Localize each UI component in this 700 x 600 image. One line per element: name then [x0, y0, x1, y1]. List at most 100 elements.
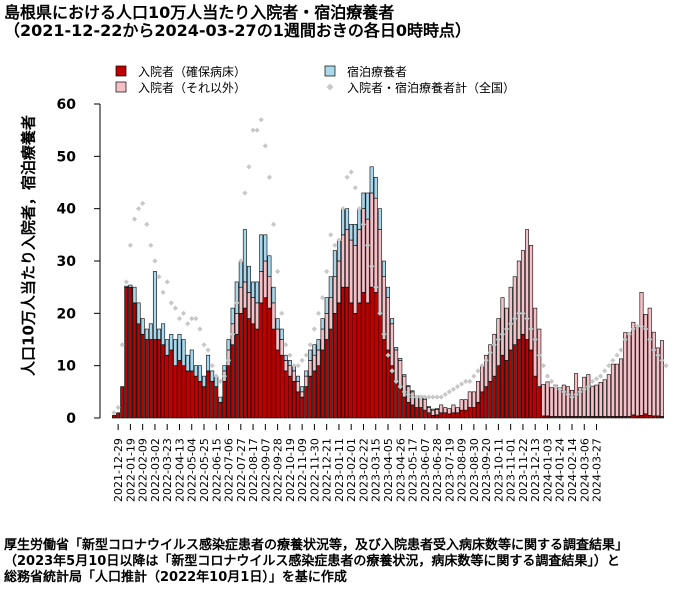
- national-point: [495, 336, 501, 343]
- bar-hosp-severe: [165, 354, 170, 419]
- bar-hosp-other: [242, 281, 247, 309]
- bar-hosp-severe: [226, 365, 231, 419]
- legend-swatch: [326, 83, 334, 91]
- national-point: [275, 268, 281, 275]
- legend-item: 入院者・宿泊療養者計（全国）: [326, 80, 515, 95]
- x-tick-label: 2022-04-13: [173, 438, 186, 502]
- bar-lodging: [230, 307, 235, 325]
- bar-hosp-severe: [189, 370, 194, 419]
- bar-lodging: [140, 318, 145, 335]
- national-point: [258, 117, 264, 123]
- bar-lodging: [381, 260, 386, 277]
- national-point: [201, 342, 207, 348]
- national-point: [438, 394, 444, 400]
- bar-lodging: [308, 349, 313, 361]
- y-axis: 0 10 20 30 40 50 60: [57, 97, 101, 427]
- bar-lodging: [181, 339, 186, 366]
- bar-hosp-severe: [455, 412, 460, 419]
- bar-hosp-severe: [529, 349, 534, 419]
- bar-hosp-severe: [336, 302, 341, 419]
- bar-hosp-other: [525, 229, 529, 340]
- bar-hosp-severe: [214, 386, 219, 419]
- bar-lodging: [296, 375, 301, 382]
- bar-hosp-other: [316, 349, 321, 366]
- bar-hosp-other: [353, 245, 358, 314]
- bar-lodging: [128, 284, 133, 288]
- national-point: [340, 206, 346, 212]
- bar-hosp-severe: [643, 413, 648, 419]
- bar-hosp-severe: [349, 302, 354, 419]
- bar-hosp-severe: [541, 415, 546, 419]
- national-point: [307, 342, 313, 348]
- national-point: [348, 169, 354, 175]
- national-point: [148, 242, 154, 248]
- bar-hosp-other: [561, 384, 566, 417]
- bar-lodging: [279, 328, 284, 340]
- bar-hosp-other: [570, 389, 574, 417]
- bar-hosp-severe: [316, 365, 321, 419]
- bar-hosp-other: [529, 245, 534, 351]
- national-point: [144, 221, 150, 227]
- x-tick-label: 2022-03-23: [161, 438, 174, 502]
- bar-hosp-severe: [500, 354, 505, 419]
- x-tick-label: 2024-03-27: [591, 438, 604, 502]
- bar-hosp-other: [659, 340, 664, 417]
- bar-hosp-other: [369, 192, 374, 288]
- bar-hosp-other: [430, 409, 435, 416]
- bar-lodging: [435, 408, 440, 410]
- x-tick-label: 2023-09-20: [480, 438, 493, 502]
- national-point: [651, 347, 657, 353]
- bar-lodging: [185, 354, 190, 372]
- national-point: [185, 321, 191, 327]
- bar-hosp-severe: [120, 386, 125, 419]
- bar-lodging: [157, 328, 162, 340]
- bar-hosp-severe: [230, 344, 235, 419]
- bar-hosp-severe: [300, 396, 305, 419]
- bar-hosp-severe: [484, 386, 489, 419]
- x-tick-label: 2022-10-19: [284, 438, 297, 502]
- bar-lodging: [255, 281, 260, 304]
- national-point: [225, 357, 232, 364]
- bar-lodging: [136, 302, 141, 325]
- national-point: [589, 378, 596, 384]
- bar-hosp-other: [512, 276, 517, 346]
- legend-swatch: [115, 65, 127, 77]
- bar-hosp-other: [631, 321, 636, 416]
- national-point: [164, 279, 170, 285]
- national-point: [238, 258, 244, 264]
- y-tick-label: 0: [66, 411, 76, 427]
- bar-lodging: [161, 323, 166, 346]
- x-tick-label: 2022-03-02: [149, 438, 162, 502]
- bar-hosp-severe: [210, 381, 215, 419]
- bar-lodging: [124, 285, 129, 288]
- national-point: [405, 391, 412, 398]
- bar-hosp-other: [467, 391, 472, 408]
- bar-hosp-severe: [328, 328, 333, 419]
- bar-lodging: [377, 208, 382, 230]
- bar-hosp-severe: [308, 375, 313, 419]
- bar-hosp-severe: [185, 370, 190, 419]
- bar-hosp-other: [234, 313, 239, 335]
- bar-hosp-severe: [275, 349, 280, 419]
- bar-hosp-severe: [463, 409, 468, 419]
- x-tick-label: 2022-09-28: [272, 438, 285, 502]
- x-tick-label: 2023-12-13: [529, 438, 542, 502]
- national-point: [553, 384, 559, 390]
- national-point: [189, 315, 195, 322]
- bar-hosp-severe: [377, 313, 382, 419]
- national-point: [131, 216, 138, 222]
- national-point: [540, 363, 546, 369]
- national-point: [234, 300, 240, 306]
- national-point: [618, 347, 624, 353]
- x-tick-label: 2022-09-07: [259, 438, 272, 502]
- bar-hosp-severe: [655, 415, 660, 419]
- national-point: [377, 310, 383, 316]
- national-point: [414, 394, 420, 400]
- y-tick-label: 60: [57, 97, 77, 113]
- bar-hosp-severe: [451, 412, 456, 419]
- national-point: [287, 352, 293, 358]
- national-point: [291, 363, 297, 369]
- bar-hosp-other: [463, 399, 468, 411]
- bar-hosp-other: [484, 354, 489, 387]
- national-point: [598, 373, 604, 379]
